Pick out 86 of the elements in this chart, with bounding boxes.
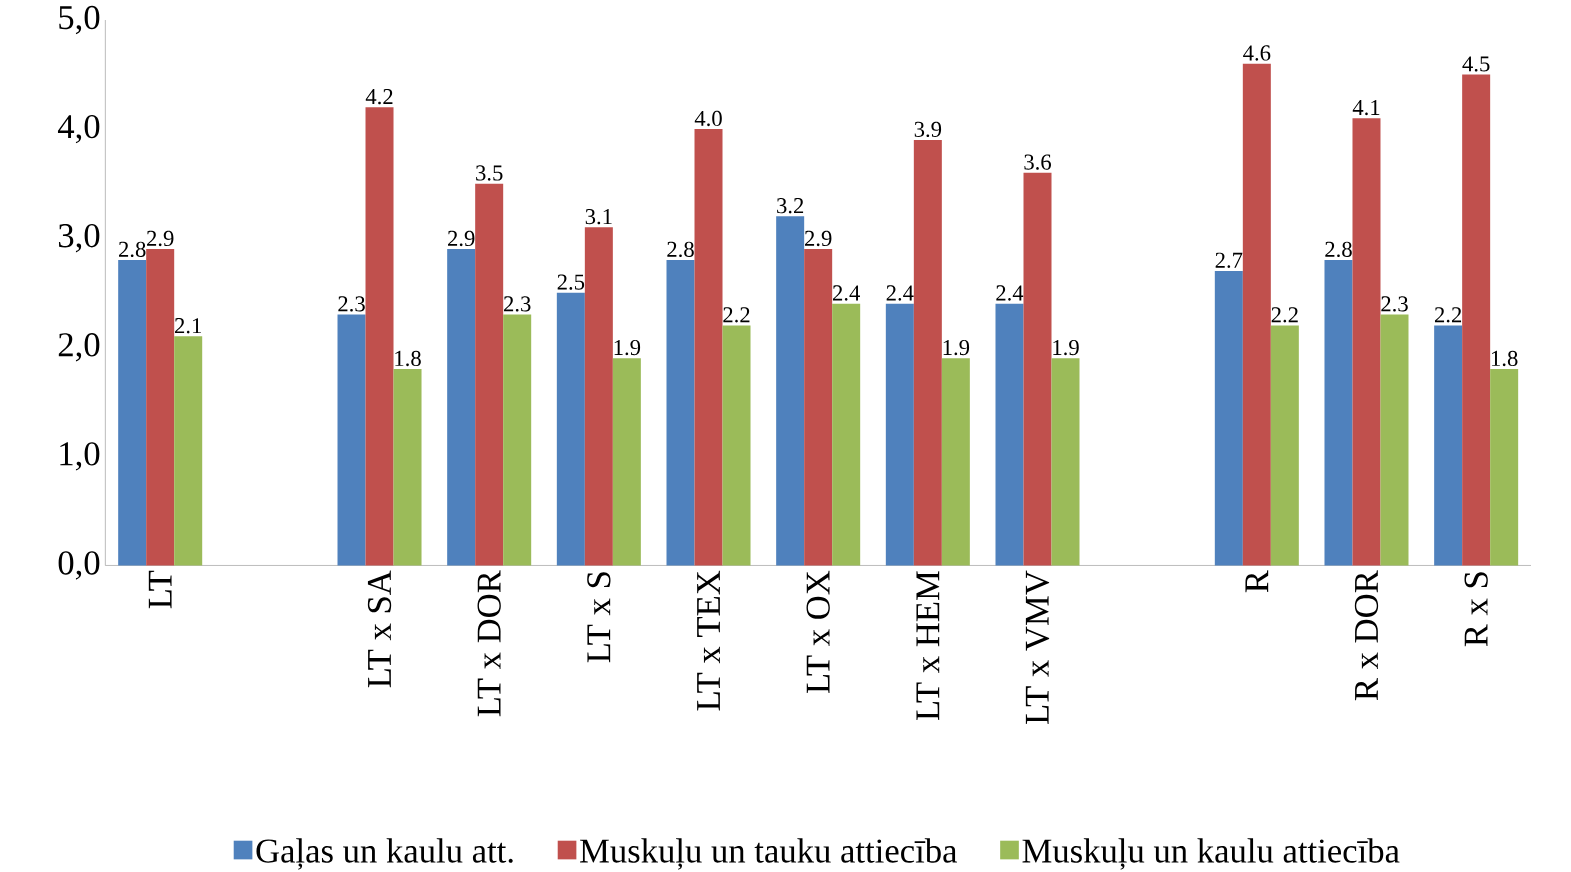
- x-tick-label: LT x DOR: [477, 570, 501, 717]
- legend-label: Muskuļu un tauku attiecība: [580, 838, 958, 870]
- data-label: 2.4: [833, 285, 860, 301]
- data-label: 2.2: [723, 307, 750, 323]
- legend-label: Muskuļu un kaulu attiecība: [1022, 838, 1400, 870]
- bar: [1380, 314, 1409, 566]
- data-label: 3.9: [914, 121, 942, 137]
- bar: [1270, 325, 1299, 566]
- data-label: 4.6: [1243, 45, 1271, 61]
- x-tick-label: LT x S: [587, 572, 611, 663]
- data-label: 2.9: [147, 230, 174, 247]
- data-label: 4.5: [1462, 56, 1490, 72]
- bar: [995, 303, 1024, 566]
- bar: [146, 249, 175, 566]
- bar: [832, 303, 861, 566]
- x-tick-label: R x DOR: [1354, 570, 1379, 701]
- x-tick-label: LT x SA: [367, 570, 392, 688]
- bar: [1434, 325, 1463, 566]
- data-label: 2.9: [805, 230, 832, 247]
- bar: [913, 139, 942, 566]
- data-label: 1.8: [395, 350, 421, 367]
- y-tick-label: 5,0: [59, 5, 100, 35]
- bar: [1242, 63, 1271, 566]
- bar: [337, 314, 366, 566]
- y-tick-label: 3,0: [58, 223, 100, 253]
- data-label: 2.4: [886, 285, 914, 301]
- bar: [776, 216, 805, 566]
- bar: [1490, 369, 1519, 566]
- bar: [1051, 358, 1080, 566]
- bar: [503, 314, 532, 566]
- y-tick-label: 4,0: [57, 114, 100, 144]
- bar: [584, 227, 613, 566]
- data-label: 2.3: [504, 296, 531, 312]
- data-label: 2.8: [1325, 241, 1352, 257]
- data-label: 2.8: [119, 241, 146, 257]
- bar: [1352, 118, 1381, 566]
- bar: [475, 183, 504, 566]
- data-label: 1.9: [614, 339, 641, 356]
- bar: [666, 259, 695, 566]
- data-label: 1.9: [1053, 339, 1079, 356]
- data-label: 2.1: [175, 318, 202, 334]
- bar: [941, 358, 970, 566]
- bar: [1462, 74, 1491, 566]
- data-label: 4.0: [694, 110, 722, 127]
- bar: [556, 292, 585, 566]
- bar: [447, 249, 476, 566]
- data-label: 4.1: [1352, 99, 1380, 116]
- bar: [722, 325, 751, 566]
- bar: [1023, 172, 1052, 566]
- data-label: 3.5: [476, 165, 503, 181]
- y-tick-label: 2,0: [58, 332, 100, 362]
- legend-label: Gaļas un kaulu att.: [256, 838, 513, 870]
- data-label: 4.2: [365, 88, 393, 105]
- data-label: 1.8: [1491, 350, 1518, 367]
- bar: [804, 249, 833, 566]
- data-label: 2.3: [1381, 296, 1408, 312]
- x-tick-label: LT x VMV: [1025, 570, 1050, 724]
- bar: [118, 259, 147, 566]
- x-tick-label: LT x OX: [806, 570, 830, 693]
- bar: [1324, 259, 1353, 566]
- data-label: 2.8: [667, 241, 694, 257]
- data-label: 3.1: [585, 208, 612, 225]
- bar: [885, 303, 914, 566]
- data-label: 1.9: [943, 339, 970, 356]
- bar: [1214, 270, 1243, 566]
- data-label: 2.2: [1271, 307, 1298, 323]
- y-tick-label: 0,0: [58, 551, 100, 580]
- data-label: 2.3: [338, 296, 365, 312]
- bar: [174, 336, 203, 566]
- data-label: 3.6: [1024, 154, 1051, 170]
- x-tick-label: LT: [148, 570, 172, 609]
- data-label: 2.4: [996, 285, 1024, 301]
- data-label: 3.2: [777, 198, 804, 214]
- bar: [365, 107, 394, 566]
- data-label: 2.5: [557, 274, 585, 290]
- data-label: 2.9: [448, 230, 475, 247]
- x-tick-label: LT x HEM: [916, 571, 940, 720]
- bar: [694, 129, 723, 566]
- bar: [393, 369, 422, 566]
- x-tick-label: R: [1245, 570, 1269, 593]
- data-label: 2.2: [1434, 307, 1462, 323]
- x-tick-label: R x S: [1464, 572, 1488, 647]
- data-label: 2.7: [1215, 252, 1243, 268]
- bar: [612, 358, 641, 566]
- y-tick-label: 1,0: [60, 442, 100, 471]
- x-tick-label: LT x TEX: [697, 570, 720, 711]
